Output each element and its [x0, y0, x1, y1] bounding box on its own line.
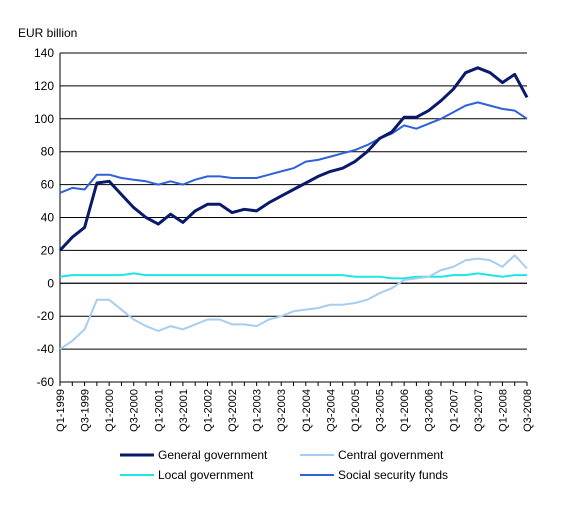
x-tick-label: Q1-2001 — [153, 389, 165, 432]
legend-label-central-government: Central government — [338, 448, 444, 462]
y-tick-label: 40 — [41, 211, 55, 225]
series-line-central-government — [59, 254, 528, 350]
y-tick-label: 0 — [47, 276, 54, 290]
x-tick-label: Q1-1999 — [55, 389, 67, 432]
x-tick-label: Q1-2008 — [497, 389, 509, 432]
series-lines — [58, 66, 529, 350]
y-axis-label: EUR billion — [18, 26, 77, 40]
gridlines — [60, 52, 527, 383]
x-tick-label: Q3-2000 — [129, 389, 141, 432]
y-tick-label: 100 — [34, 112, 54, 126]
y-tick-label: 60 — [41, 178, 55, 192]
x-tick-label: Q3-2001 — [178, 389, 190, 432]
legend: General government Central government Loca… — [120, 448, 448, 482]
x-tick-label: Q3-2006 — [424, 389, 436, 432]
x-tick-label: Q1-2002 — [202, 389, 214, 432]
x-tick-label: Q3-2004 — [325, 389, 337, 432]
x-tick-label: Q1-2005 — [350, 389, 362, 432]
axes — [59, 53, 528, 386]
x-tick-label: Q1-2000 — [104, 389, 116, 432]
y-tick-label: -20 — [37, 309, 55, 323]
x-tick-labels: Q1-1999 Q3-1999 Q1-2000 Q3-2000 Q1-2001 Q3-20… — [55, 389, 534, 432]
series-line-local-government — [59, 272, 527, 280]
x-tick-label: Q3-2002 — [227, 389, 239, 432]
y-tick-label: 80 — [41, 145, 55, 159]
x-tick-label: Q1-2003 — [252, 389, 264, 432]
y-tick-label: -60 — [37, 375, 55, 389]
y-tick-label: 20 — [41, 243, 55, 257]
y-tick-label: 140 — [34, 46, 54, 60]
x-tick-label: Q1-2006 — [399, 389, 411, 432]
x-tick-label: Q3-2007 — [473, 389, 485, 432]
series-line-general-government — [58, 66, 529, 252]
x-tick-label: Q3-2008 — [522, 389, 534, 432]
legend-label-local-government: Local government — [158, 468, 254, 482]
x-tick-label: Q1-2004 — [301, 389, 313, 432]
y-tick-label: 120 — [34, 79, 54, 93]
series-line-social-security-funds — [59, 101, 528, 194]
x-tick-label: Q3-1999 — [80, 389, 92, 432]
y-tick-label: -40 — [37, 342, 55, 356]
x-tick-label: Q3-2003 — [276, 389, 288, 432]
legend-label-general-government: General government — [158, 448, 268, 462]
legend-label-social-security-funds: Social security funds — [338, 468, 448, 482]
y-tick-labels: -60 -40 -20 0 20 40 60 80 100 120 140 — [34, 46, 54, 389]
x-tick-label: Q3-2005 — [375, 389, 387, 432]
x-tick-label: Q1-2007 — [448, 389, 460, 432]
